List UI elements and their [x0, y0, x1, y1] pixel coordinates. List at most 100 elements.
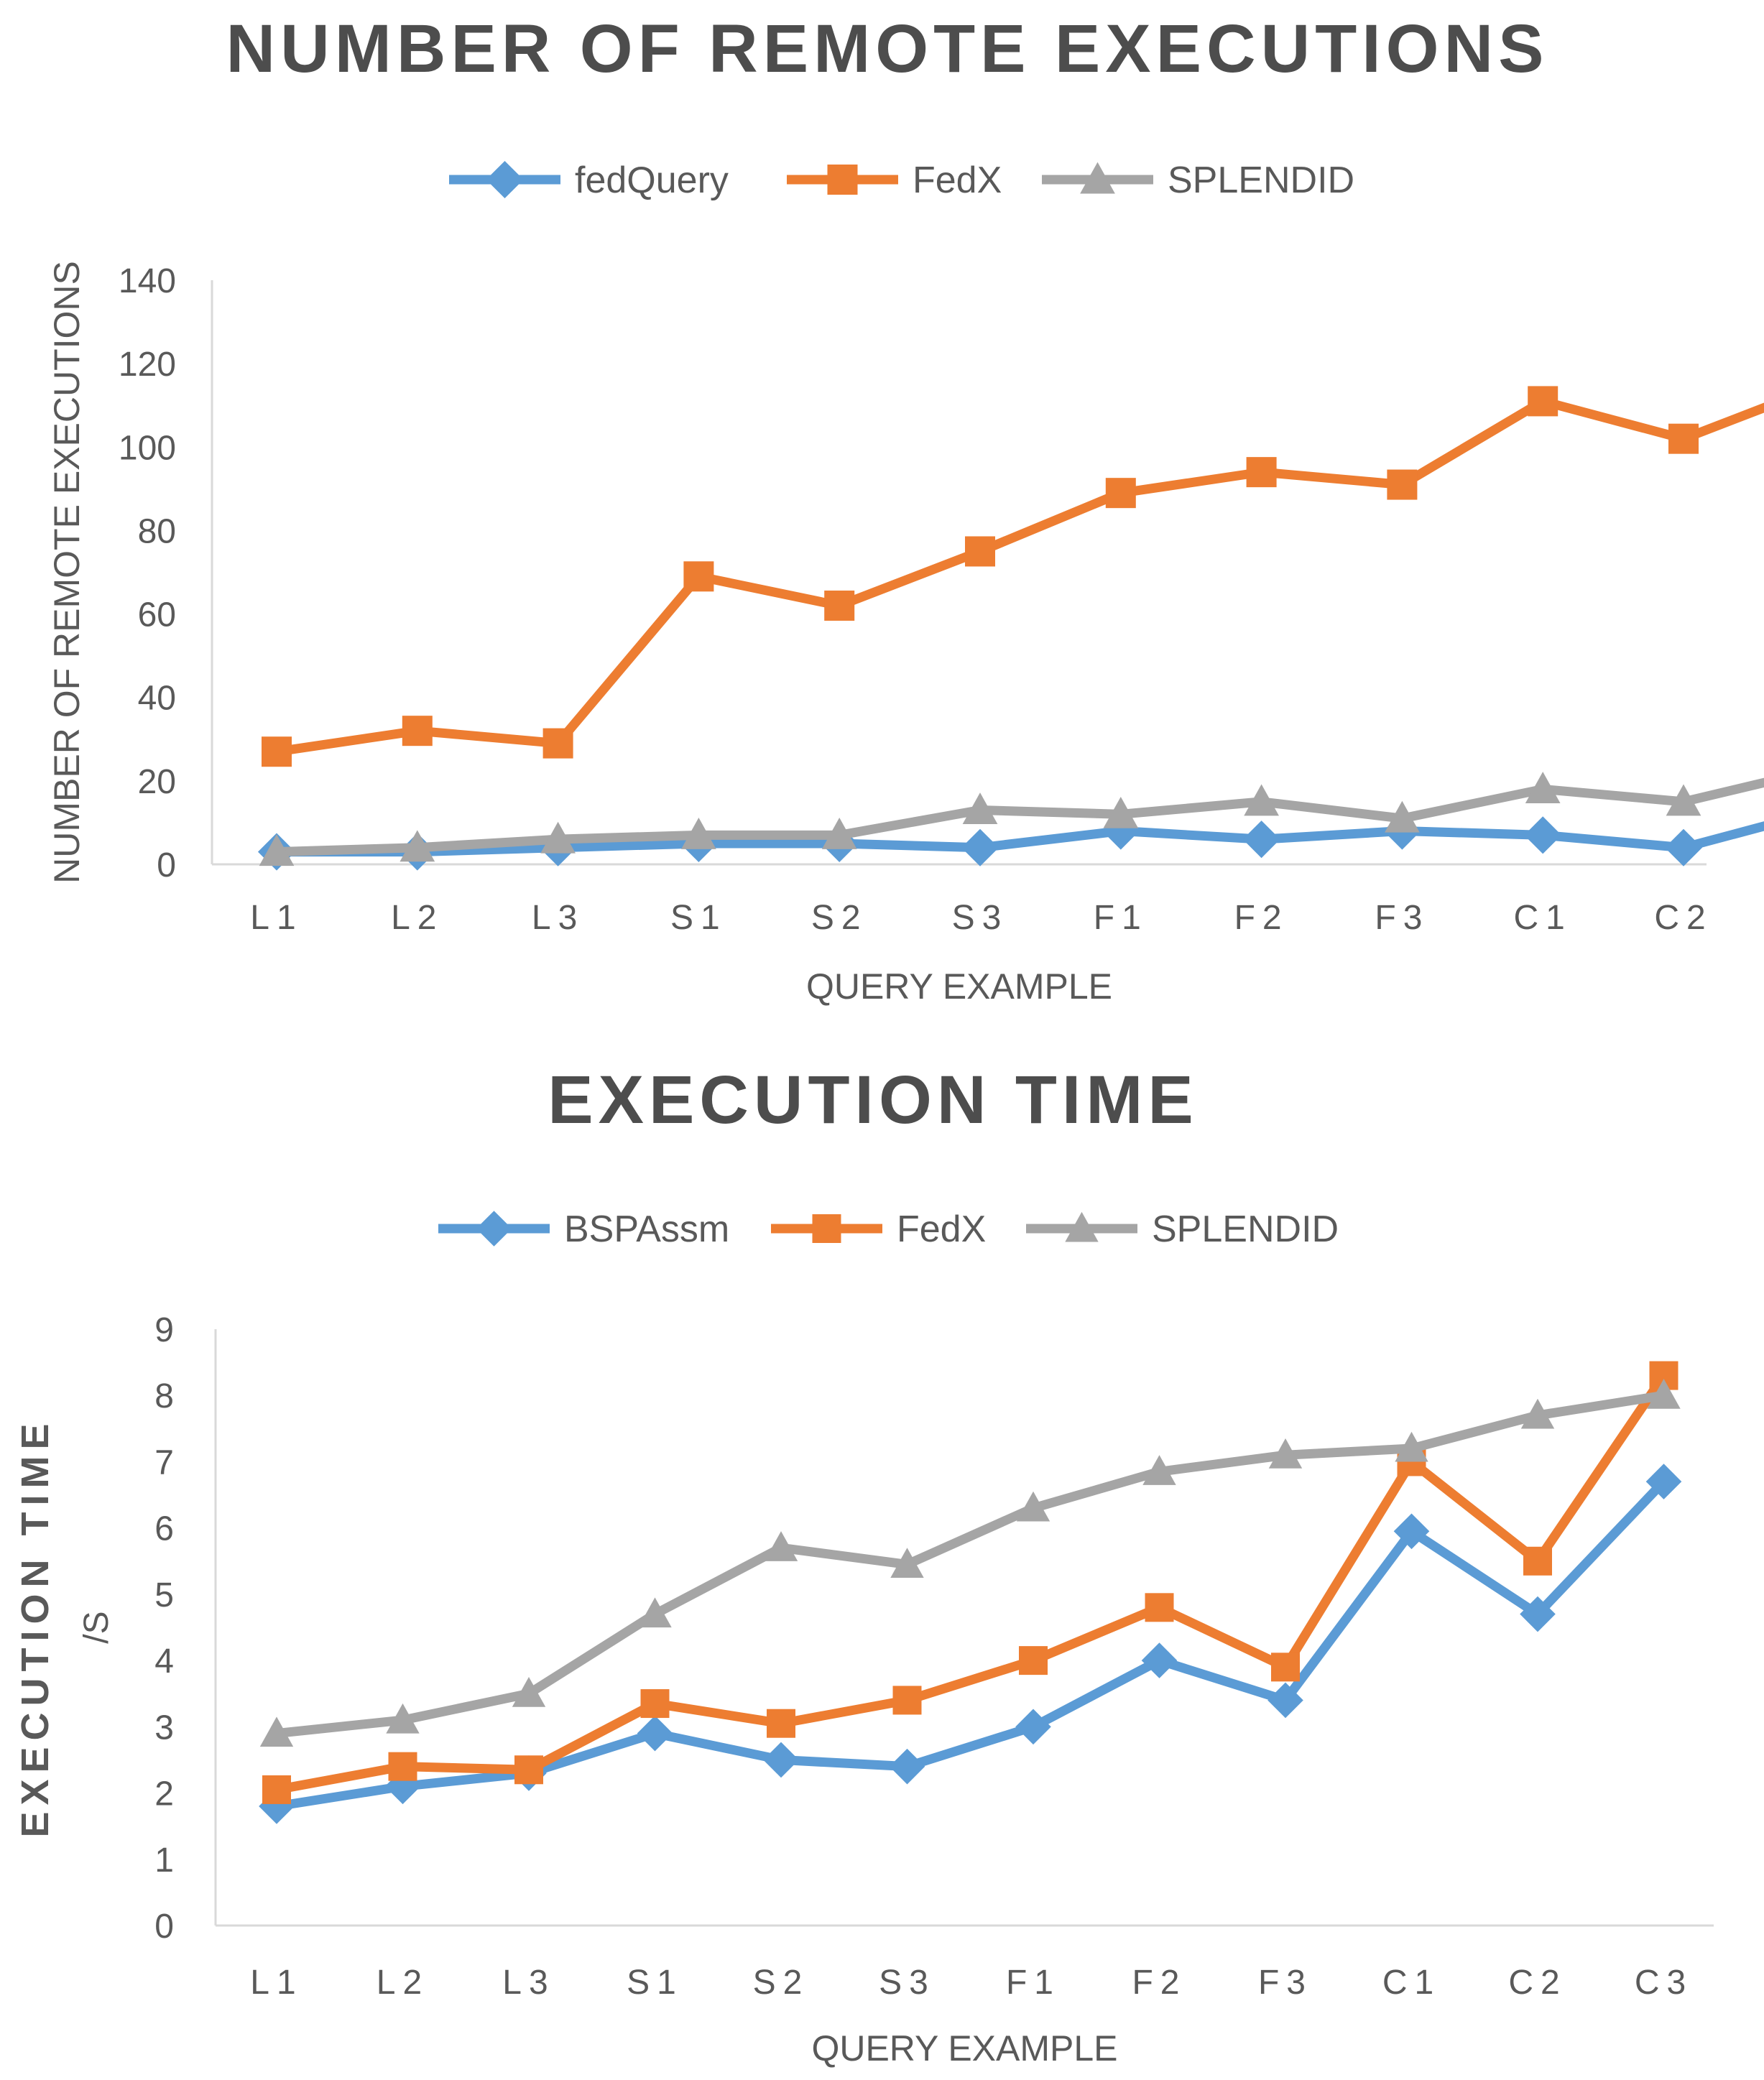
data-point-splendid-s3 — [890, 1548, 924, 1578]
data-point-splendid-s1 — [681, 817, 716, 849]
x-axis-title: QUERY EXAMPLE — [811, 2028, 1117, 2069]
data-point-fedx-c2 — [1523, 1546, 1552, 1576]
x-axis-title: QUERY EXAMPLE — [806, 966, 1112, 1007]
data-point-bspassm-c3 — [1645, 1464, 1682, 1499]
y-tick-label: 1 — [154, 1841, 174, 1880]
data-point-bspassm-f1 — [1015, 1709, 1051, 1745]
data-point-fedx-l2 — [388, 1752, 417, 1781]
data-point-bspassm-c2 — [1520, 1596, 1556, 1632]
x-tick-label: C1 — [1382, 1964, 1441, 2002]
y-tick-label: 7 — [154, 1443, 174, 1482]
x-tick-label: F1 — [1006, 1964, 1061, 2002]
data-point-splendid-f3 — [1385, 800, 1420, 833]
x-tick-label: F2 — [1132, 1964, 1186, 2002]
data-point-splendid-f2 — [1244, 784, 1279, 816]
y-tick-label: 5 — [154, 1576, 174, 1614]
x-tick-label: L2 — [377, 1964, 429, 2002]
series-line-splendid — [272, 777, 1764, 857]
data-point-fedx-f3 — [1387, 469, 1418, 500]
legend-label-fedx: FedX — [913, 160, 1002, 201]
y-tick-label: 9 — [154, 1311, 174, 1349]
y-tick-label: 20 — [138, 763, 176, 801]
chart-title: EXECUTION TIME — [548, 1062, 1199, 1138]
data-point-bspassm-f3 — [1267, 1682, 1303, 1719]
data-point-fedx-f1 — [1019, 1646, 1048, 1675]
y-tick-label: 8 — [154, 1377, 174, 1415]
data-point-fedx-s1 — [640, 1689, 670, 1719]
data-point-fedx-s2 — [824, 590, 855, 621]
data-point-fedx-s3 — [892, 1686, 922, 1715]
y-tick-label: 80 — [138, 512, 176, 550]
data-point-splendid-c2 — [1520, 1398, 1555, 1429]
data-point-splendid-c3 — [1647, 1379, 1681, 1409]
data-point-fedx-l1 — [262, 1775, 291, 1804]
x-tick-label: C1 — [1514, 899, 1572, 937]
data-point-fedx-s1 — [683, 561, 714, 592]
data-point-splendid-l2 — [386, 1703, 420, 1734]
data-point-splendid-l2 — [400, 830, 435, 862]
chart-remote-executions: NUMBER OF REMOTE EXECUTIONS fedQuery FedX S… — [47, 11, 1764, 1007]
data-point-splendid-f1 — [1016, 1491, 1050, 1522]
data-point-fedquery-s3 — [961, 828, 999, 866]
legend-label-fedx: FedX — [897, 1208, 986, 1250]
data-point-splendid-c2 — [1666, 784, 1701, 816]
chart-execution-time: EXECUTION TIME BSPAssm FedX SPLENDID 0 1 2 3 4 5 6… — [14, 1062, 1714, 2069]
data-point-fedx-f1 — [1105, 478, 1136, 509]
legend-marker-fedquery — [486, 160, 524, 199]
x-tick-label: F2 — [1234, 899, 1289, 937]
data-point-fedquery-f2 — [1242, 821, 1280, 859]
y-tick-label: 2 — [154, 1775, 174, 1813]
data-point-splendid-l1 — [259, 1716, 294, 1747]
x-tick-label: F3 — [1258, 1964, 1313, 2002]
y-tick-label: 4 — [154, 1642, 174, 1681]
chart-title: NUMBER OF REMOTE EXECUTIONS — [226, 11, 1548, 87]
x-tick-label: L1 — [250, 1964, 303, 2002]
data-point-bspassm-s1 — [637, 1715, 673, 1752]
y-tick-label: 0 — [154, 1908, 174, 1946]
x-tick-label: L1 — [250, 899, 303, 937]
legend-marker-splendid — [1080, 162, 1115, 194]
data-point-fedx-f2 — [1246, 457, 1277, 488]
series-line-splendid — [272, 1390, 1668, 1739]
x-tick-label: S2 — [811, 899, 868, 937]
y-tick-label: 100 — [119, 429, 176, 467]
x-tick-label: S3 — [952, 899, 1009, 937]
y-tick-label: 140 — [119, 262, 176, 300]
x-tick-label: C2 — [1654, 899, 1712, 937]
x-tick-label: S1 — [627, 1964, 683, 2002]
data-point-splendid-s3 — [962, 792, 998, 824]
data-point-splendid-f3 — [1268, 1438, 1303, 1469]
y-tick-label: 6 — [154, 1510, 174, 1548]
data-point-fedquery-c2 — [1664, 828, 1703, 866]
series-line-fedx — [272, 396, 1764, 757]
y-axis-title: NUMBER OF REMOTE EXECUTIONS — [47, 261, 87, 884]
data-point-bspassm-s2 — [763, 1742, 799, 1778]
y-tick-label: 3 — [154, 1709, 174, 1747]
x-tick-label: C2 — [1508, 1964, 1566, 2002]
legend-label-bspassm: BSPAssm — [564, 1208, 729, 1250]
data-point-bspassm-c1 — [1393, 1513, 1430, 1550]
data-point-fedx-c1 — [1528, 386, 1558, 417]
data-point-fedx-l3 — [514, 1755, 543, 1785]
data-point-fedx-f2 — [1145, 1593, 1174, 1622]
data-point-splendid-c1 — [1525, 772, 1561, 803]
data-point-splendid-f2 — [1142, 1455, 1176, 1485]
data-point-bspassm-l2 — [384, 1768, 421, 1805]
data-point-bspassm-s3 — [889, 1748, 925, 1785]
y-tick-label: 0 — [157, 846, 176, 884]
y-tick-label: 60 — [138, 596, 176, 634]
x-tick-label: L3 — [532, 899, 584, 937]
x-tick-label: S3 — [879, 1964, 936, 2002]
data-point-fedquery-c1 — [1524, 816, 1562, 854]
data-point-bspassm-f2 — [1141, 1642, 1178, 1678]
data-point-fedx-c2 — [1668, 423, 1699, 454]
series-line-bspassm — [272, 1476, 1668, 1811]
legend-marker-fedx — [827, 165, 858, 195]
data-point-fedx-f3 — [1271, 1653, 1300, 1682]
y-axis-title: EXECUTION TIME — [14, 1417, 57, 1837]
y-axis-unit: /S — [78, 1611, 116, 1643]
data-point-splendid-l1 — [259, 834, 295, 866]
x-tick-label: L3 — [502, 1964, 555, 2002]
series-line-fedquery — [272, 821, 1764, 857]
x-tick-label: L2 — [391, 899, 443, 937]
